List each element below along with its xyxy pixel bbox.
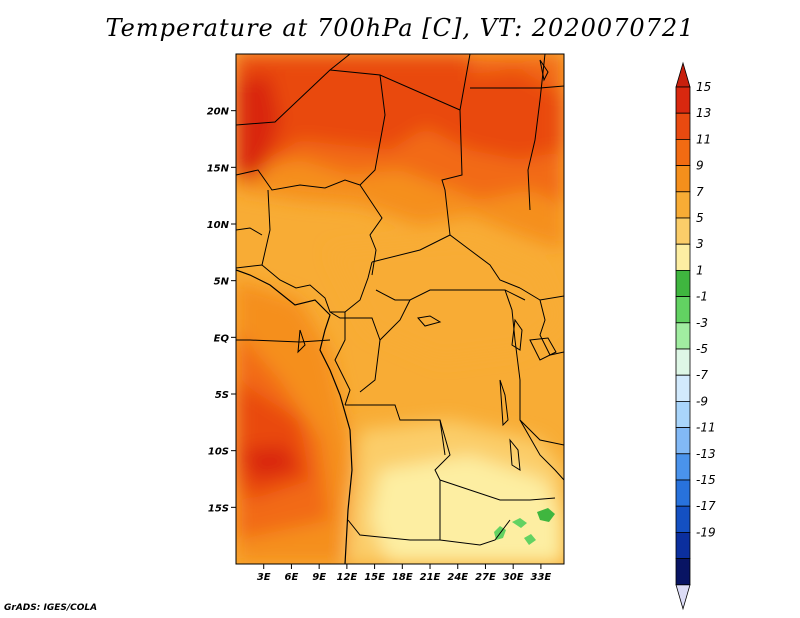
colorbar-swatch — [675, 453, 691, 481]
grads-credit: GrADS: IGES/COLA — [4, 603, 98, 613]
country-borders — [236, 54, 564, 564]
lat-tick-label: 10S — [208, 447, 229, 458]
colorbar-swatch — [675, 296, 691, 324]
lon-tick-label: 3E — [257, 572, 271, 583]
lat-tick-label: 15S — [208, 503, 229, 514]
colorbar-label: -7 — [696, 368, 708, 382]
colorbar-swatch — [675, 505, 691, 533]
colorbar-label: -19 — [696, 525, 716, 539]
colorbar-swatch — [675, 532, 691, 560]
colorbar-label: 11 — [696, 132, 711, 146]
colorbar-swatch — [675, 348, 691, 376]
colorbar-swatch — [675, 165, 691, 193]
lon-tick-label: 18E — [392, 572, 413, 583]
lat-tick-label: 5S — [215, 390, 229, 401]
latitude-axis: 20N 15N 10N 5N EQ 5S 10S 15S — [207, 107, 236, 514]
lon-tick-label: 6E — [285, 572, 299, 583]
colorbar-label: -1 — [696, 290, 708, 304]
colorbar-label: -9 — [696, 394, 708, 408]
colorbar-bottom-arrow — [675, 584, 691, 611]
colorbar-swatch — [675, 479, 691, 507]
lon-tick-label: 12E — [336, 572, 357, 583]
colorbar-swatch — [675, 374, 691, 402]
colorbar-swatch — [675, 558, 691, 586]
lon-tick-label: 21E — [420, 572, 441, 583]
colorbar-swatch — [675, 86, 691, 114]
colorbar-swatch — [675, 243, 691, 271]
lon-tick-label: 30E — [503, 572, 524, 583]
colorbar-swatch — [675, 322, 691, 350]
colorbar-swatch — [675, 191, 691, 219]
longitude-axis: 3E 6E 9E 12E 15E 18E 21E 24E 27E 30E 33E — [257, 564, 552, 583]
colorbar-swatch — [675, 400, 691, 428]
lon-tick-label: 9E — [312, 572, 326, 583]
lon-tick-label: 24E — [447, 572, 468, 583]
colorbar-swatch — [675, 112, 691, 140]
colorbar-label: 15 — [696, 80, 711, 94]
colorbar-label: 7 — [696, 185, 704, 199]
colorbar-label: 3 — [696, 237, 704, 251]
lat-tick-label: EQ — [214, 333, 230, 344]
lat-tick-label: 15N — [207, 163, 230, 174]
colorbar-label: -3 — [696, 316, 708, 330]
lat-tick-label: 5N — [214, 277, 230, 288]
colorbar-label: 1 — [696, 263, 704, 277]
lon-tick-label: 15E — [364, 572, 385, 583]
colorbar-swatch — [675, 138, 691, 166]
lat-tick-label: 20N — [207, 107, 230, 118]
temperature-field — [236, 54, 564, 564]
colorbar-label: -13 — [696, 447, 716, 461]
colorbar-label: 13 — [696, 106, 711, 120]
colorbar-label: -11 — [696, 421, 716, 435]
lon-tick-label: 33E — [531, 572, 552, 583]
colorbar-swatch — [675, 217, 691, 245]
colorbar-top-arrow — [675, 61, 691, 88]
colorbar-label: -15 — [696, 473, 716, 487]
colorbar-label: 5 — [696, 211, 704, 225]
colorbar-label: -5 — [696, 342, 708, 356]
colorbar-label: -17 — [696, 499, 716, 513]
colorbar: 15 13 11 9 7 5 3 1 -1 -3 -5 -7 -9 -11 -13 -15 -17 -19 — [675, 61, 716, 611]
colorbar-swatch — [675, 269, 691, 297]
colorbar-swatch — [675, 427, 691, 455]
lat-tick-label: 10N — [207, 220, 230, 231]
map-title: Temperature at 700hPa [C], VT: 202007072… — [105, 14, 695, 42]
colorbar-label: 9 — [696, 159, 704, 173]
map-frame — [235, 53, 565, 565]
lon-tick-label: 27E — [475, 572, 496, 583]
